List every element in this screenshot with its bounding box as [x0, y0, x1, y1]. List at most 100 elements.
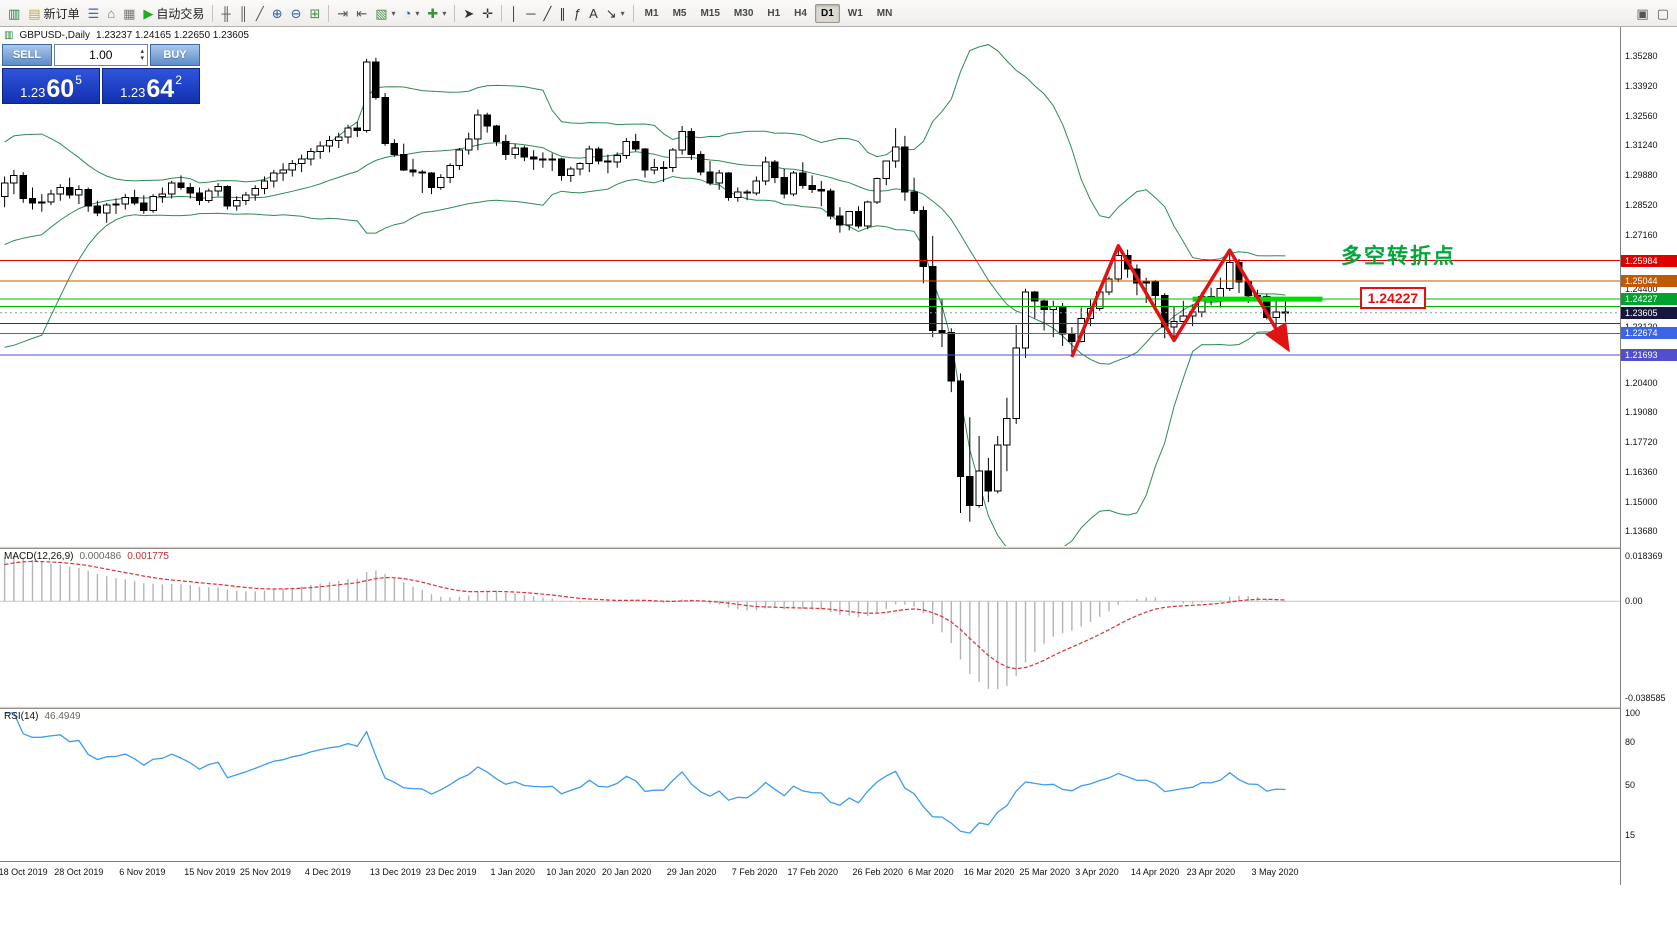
price-callout-box[interactable]: 1.24227 [1359, 287, 1427, 310]
volume-input[interactable]: 1.00 ▴ ▾ [54, 44, 148, 66]
new-chart-caret-icon: ▾ [391, 8, 396, 18]
arrows-icon: ↘ [605, 5, 617, 21]
arrows-button[interactable]: ↘ ▾ [603, 3, 628, 24]
timeframe-h1-button[interactable]: H1 [767, 7, 781, 19]
chart-shift-button[interactable]: ⇤ [353, 3, 370, 24]
main-chart-canvas[interactable] [0, 27, 1620, 546]
bar-chart-icon: ╫ [221, 5, 231, 21]
auto-scroll-button[interactable]: ⇥ [334, 3, 351, 24]
one-click-trading-panel: SELL 1.00 ▴ ▾ BUY 1.23 60 5 1.23 [2, 44, 200, 104]
tile-windows-button[interactable]: ⊞ [307, 3, 324, 24]
price-tick: 1.29880 [1625, 169, 1658, 180]
toolbar-separator [328, 4, 330, 22]
crosshair-button[interactable]: ✛ [479, 3, 496, 24]
timeframe-m30-button[interactable]: M30 [733, 7, 754, 19]
cursor-button[interactable]: ➤ [460, 3, 477, 24]
price-axis[interactable]: 1.35280 1.33920 1.32560 1.31240 1.29880 1.285… [1620, 27, 1677, 885]
price-tick: 1.32560 [1625, 110, 1658, 121]
toolbar-separator [212, 4, 214, 22]
new-order-icon: ▤ [28, 5, 41, 21]
timeframe-mn-button[interactable]: MN [876, 7, 893, 19]
candles-layer [0, 61, 1290, 506]
text-label-button[interactable]: A [586, 3, 601, 24]
sell-price-display[interactable]: 1.23 60 5 [2, 68, 100, 104]
buy-price-display[interactable]: 1.23 64 2 [102, 68, 200, 104]
timeframe-w1-button[interactable]: W1 [847, 7, 863, 19]
auto-scroll-icon: ⇥ [337, 5, 349, 21]
new-chart-button[interactable]: ▧ ▾ [372, 3, 398, 24]
fibonacci-button[interactable]: ƒ [571, 3, 584, 24]
print-button[interactable]: ▣ [1633, 3, 1651, 24]
price-tick: 1.31240 [1625, 139, 1658, 150]
chart-symbol-label: GBPUSD-,Daily [19, 30, 91, 41]
horizontal-levels[interactable] [0, 260, 1620, 356]
date-label: 17 Feb 2020 [787, 867, 839, 877]
horizontal-line-button[interactable]: ─ [523, 3, 538, 24]
price-tick: 80 [1625, 736, 1636, 747]
date-label: 14 Apr 2020 [1130, 867, 1180, 877]
periods-button[interactable]: ◔ ▾ [401, 3, 423, 24]
volume-spinner[interactable]: ▴ ▾ [140, 48, 144, 62]
panel-separator-2[interactable] [0, 706, 1677, 709]
panel-separator-1[interactable] [0, 546, 1677, 549]
zoom-in-button[interactable]: ⊕ [269, 3, 286, 24]
equidistant-channel-icon: ∥ [559, 5, 566, 21]
price-tick: 1.13680 [1625, 526, 1658, 536]
vertical-line-button[interactable]: │ [507, 3, 521, 24]
rsi-line [4, 712, 1286, 834]
price-tick: 100 [1625, 708, 1641, 718]
macd-panel: MACD(12,26,9) 0.000486 0.001775 [0, 549, 1620, 706]
timeframe-d1-button[interactable]: D1 [814, 3, 840, 23]
date-label: 1 Jan 2020 [490, 867, 536, 877]
sell-price-prefix: 1.23 [20, 84, 46, 100]
zoom-out-icon: ⊖ [290, 5, 302, 21]
timeframe-m5-button[interactable]: M5 [672, 7, 687, 19]
volume-up-icon[interactable]: ▴ [140, 48, 144, 55]
price-tick: 1.33920 [1625, 80, 1658, 91]
market-watch-icon: ☰ [87, 5, 100, 21]
navigator-button[interactable]: ⌂ [104, 3, 118, 24]
new-order-button[interactable]: ▤ 新订单 [25, 3, 82, 24]
timeframe-m1-button[interactable]: M1 [644, 7, 659, 19]
terminal-button[interactable]: ▦ [120, 3, 138, 24]
price-badge: 1.22674 [1621, 327, 1677, 340]
date-label: 4 Dec 2019 [304, 867, 351, 877]
trendline-button[interactable]: ╱ [541, 3, 555, 24]
new-order-label: 新订单 [43, 6, 80, 21]
symbols-button[interactable]: ▥ [5, 3, 23, 24]
macd-signal-line [4, 560, 1286, 670]
time-axis[interactable]: 18 Oct 2019 28 Oct 2019 6 Nov 2019 15 Nov 2… [0, 861, 1620, 885]
date-label: 25 Nov 2019 [239, 867, 291, 877]
sell-button[interactable]: SELL [2, 44, 52, 66]
candle-chart-button[interactable]: ║ [236, 3, 251, 24]
auto-trading-icon: ▶ [143, 5, 154, 21]
turning-point-annotation[interactable]: 多空转折点 [1341, 244, 1456, 268]
buy-button[interactable]: BUY [150, 44, 200, 66]
line-chart-icon: ╱ [255, 5, 264, 21]
rsi-canvas[interactable] [0, 709, 1620, 861]
symbols-icon: ▥ [8, 5, 21, 21]
print-preview-button[interactable]: ▢ [1654, 3, 1672, 24]
indicators-button[interactable]: ✚ ▾ [424, 3, 449, 24]
toolbar-separator [632, 4, 634, 22]
date-label: 28 Oct 2019 [54, 867, 104, 877]
sell-price-point: 5 [75, 73, 82, 87]
date-label: 7 Feb 2020 [731, 867, 778, 877]
timeframe-m15-button[interactable]: M15 [700, 7, 720, 19]
market-watch-button[interactable]: ☰ [85, 3, 103, 24]
bar-chart-button[interactable]: ╫ [218, 3, 233, 24]
vertical-line-icon: │ [510, 5, 519, 21]
timeframe-h4-button[interactable]: H4 [794, 7, 807, 19]
equidistant-channel-button[interactable]: ∥ [556, 3, 569, 24]
macd-canvas[interactable] [0, 549, 1620, 706]
terminal-icon: ▦ [123, 5, 136, 21]
auto-trading-button[interactable]: ▶ 自动交易 [140, 3, 207, 24]
indicators-icon: ✚ [427, 5, 439, 21]
zoom-out-button[interactable]: ⊖ [288, 3, 305, 24]
line-chart-button[interactable]: ╱ [253, 3, 267, 24]
volume-value[interactable]: 1.00 [89, 48, 113, 62]
zigzag-arrow[interactable] [1070, 244, 1290, 358]
fibonacci-icon: ƒ [573, 5, 582, 21]
volume-down-icon[interactable]: ▾ [140, 55, 144, 62]
date-label: 16 Mar 2020 [963, 867, 1015, 877]
